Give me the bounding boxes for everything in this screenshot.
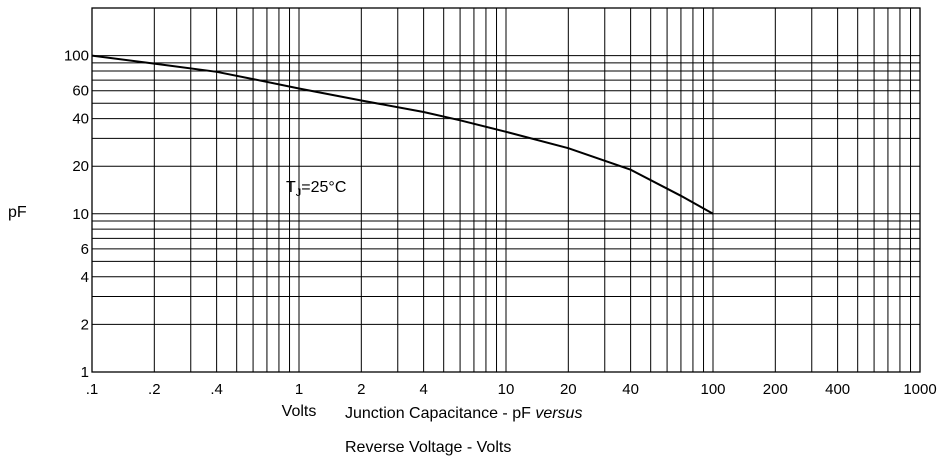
- y-tick-label: 100: [64, 48, 89, 65]
- x-tick-label: 1: [295, 381, 303, 398]
- annotation-main: T: [286, 179, 296, 196]
- y-tick-label: 1: [81, 364, 89, 381]
- x-tick-label: .4: [210, 381, 223, 398]
- y-axis-label: pF: [8, 204, 27, 221]
- x-tick-label: 40: [622, 381, 639, 398]
- x-tick-label: 200: [763, 381, 788, 398]
- annotation-rest: =25°C: [301, 179, 346, 196]
- y-tick-label: 4: [81, 269, 89, 286]
- y-tick-labels: 1 2 4 6 10 20 40 60 100: [64, 48, 89, 381]
- y-tick-label: 10: [72, 206, 89, 223]
- caption-prefix: Junction Capacitance - pF: [345, 405, 535, 422]
- caption-line-2: Reverse Voltage - Volts: [345, 439, 511, 456]
- x-tick-label: 20: [560, 381, 577, 398]
- y-tick-label: 40: [72, 111, 89, 128]
- x-tick-label: 400: [825, 381, 850, 398]
- x-tick-label: 10: [498, 381, 515, 398]
- x-tick-label: .1: [86, 381, 99, 398]
- x-tick-label: 100: [700, 381, 725, 398]
- temperature-annotation: TJ=25°C: [286, 179, 346, 199]
- x-tick-label: 2: [357, 381, 365, 398]
- caption-italic: versus: [535, 405, 582, 422]
- capacitance-curve: [91, 54, 714, 215]
- plot-frame: [91, 7, 921, 373]
- annotation-subscript: J: [296, 187, 302, 199]
- x-tick-label: .2: [148, 381, 161, 398]
- y-tick-label: 6: [81, 241, 89, 258]
- x-tick-label: 4: [419, 381, 427, 398]
- y-tick-label: 20: [72, 158, 89, 175]
- x-tick-labels: .1 .2 .4 1 2 4 10 20 40 100 200 400 1000: [86, 381, 937, 398]
- caption-line-1: Junction Capacitance - pF versus: [345, 405, 582, 422]
- grid: [92, 8, 920, 372]
- x-axis-label: Volts: [282, 403, 317, 420]
- y-tick-label: 60: [72, 83, 89, 100]
- y-tick-label: 2: [81, 316, 89, 333]
- x-tick-label: 1000: [903, 381, 936, 398]
